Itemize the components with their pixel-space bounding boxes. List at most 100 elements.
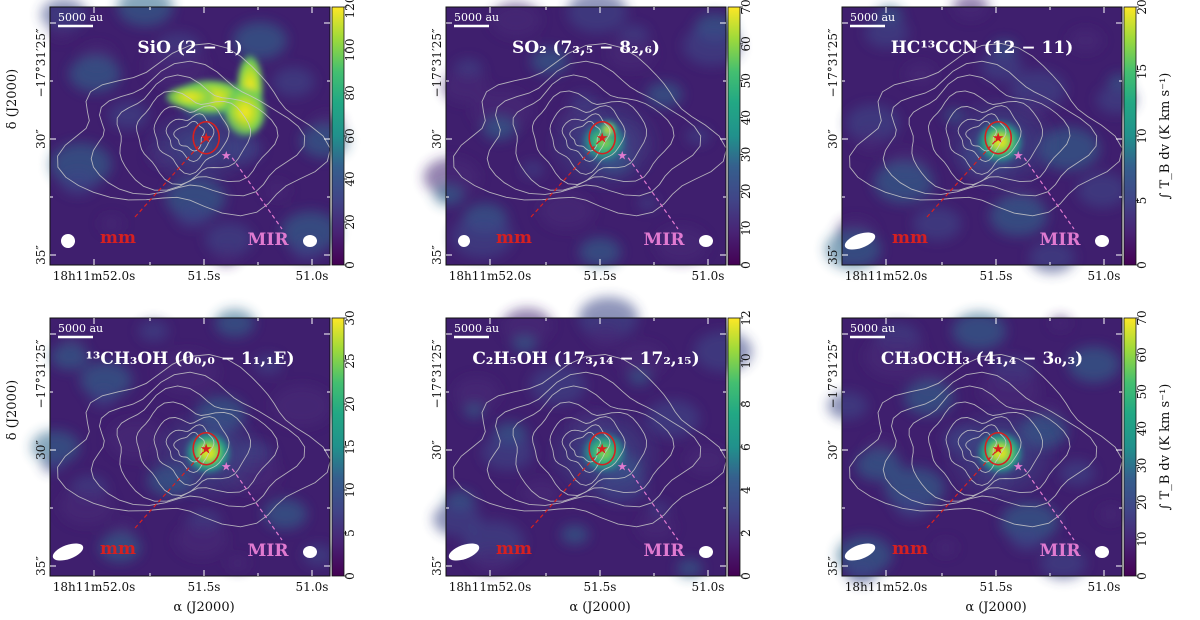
colorbar-tick-label: 25	[343, 353, 357, 368]
colorbar-tick-label: 40	[343, 171, 357, 186]
y-tick-label: 30″	[430, 440, 444, 460]
scalebar-label: 5000 au	[58, 322, 103, 335]
y-axis-title: δ (J2000)	[5, 380, 20, 440]
scalebar-label: 5000 au	[454, 11, 499, 24]
noise-blob	[579, 237, 621, 267]
x-tick-label: 51.5s	[584, 580, 617, 594]
ticks	[50, 7, 330, 265]
mm-label: mm	[496, 539, 532, 559]
y-tick-label: 35″	[430, 245, 444, 265]
y-tick-label: −17°31′25″	[34, 339, 48, 409]
noise-blob	[846, 562, 877, 584]
contour-line	[486, 60, 702, 197]
contour-line	[531, 90, 647, 185]
noise-blob	[41, 457, 64, 473]
noise-blob	[856, 131, 884, 151]
x-tick-label: 51.0s	[692, 580, 725, 594]
mir-pointer-line	[1023, 157, 1075, 230]
panel-3: ★ ★ mm MIR 5000 au HC¹³CCN (12 − 11) 18h11m52.…	[825, 0, 1173, 283]
panel-title: HC¹³CCN (12 − 11)	[891, 38, 1073, 58]
noise-blob	[864, 335, 927, 379]
colorbar-tick-label: 80	[343, 85, 357, 100]
colorbar-tick-label: 120	[343, 0, 357, 18]
plot-frame	[445, 317, 727, 577]
colorbar-tick-label: 6	[739, 443, 753, 451]
x-tick-label: 18h11m52.0s	[845, 580, 928, 594]
y-tick-label: −17°31′25″	[34, 28, 48, 98]
noise-blob	[205, 222, 254, 256]
contours	[453, 354, 727, 528]
x-tick-label: 51.5s	[584, 269, 617, 283]
noise-blob	[628, 369, 651, 386]
mm-star-icon: ★	[992, 442, 1005, 458]
beam-ellipse-right	[303, 235, 317, 247]
colorbar-tick-label: 60	[1135, 347, 1149, 362]
noise-blob	[90, 388, 117, 408]
noise-blob	[59, 487, 114, 526]
mm-pointer-line	[134, 137, 207, 218]
noise-blob	[482, 116, 517, 141]
plot-frame	[445, 6, 727, 266]
noise-blob	[1010, 528, 1043, 552]
x-tick-label: 51.0s	[296, 580, 329, 594]
contour-line	[549, 416, 626, 486]
contour-line	[849, 43, 1123, 217]
y-tick-label: 35″	[826, 245, 840, 265]
noise-blob	[845, 104, 900, 142]
contour-line	[512, 74, 675, 191]
y-tick-label: −17°31′25″	[826, 339, 840, 409]
colorbar-tick-label: 30	[739, 147, 753, 162]
y-tick-label: 35″	[430, 556, 444, 576]
panel-title: SiO (2 − 1)	[137, 38, 242, 58]
contour-line	[165, 113, 215, 162]
noise-blob	[214, 309, 255, 338]
beam-ellipse-right	[1095, 235, 1109, 247]
contour-line	[116, 74, 279, 191]
map-noise	[825, 0, 1137, 274]
mir-pointer-line	[627, 157, 679, 230]
mir-label: MIR	[248, 541, 290, 561]
x-tick-label: 51.0s	[1088, 269, 1121, 283]
mm-source-ellipse	[192, 120, 220, 155]
y-tick-label: 30″	[34, 440, 48, 460]
noise-blob	[423, 157, 480, 197]
y-tick-label: 30″	[826, 440, 840, 460]
contour-line	[57, 43, 331, 217]
mm-star-icon: ★	[200, 131, 213, 147]
contour-line	[549, 105, 626, 175]
noise-blob	[980, 369, 1040, 412]
contour-line	[957, 424, 1007, 473]
colorbar-tick-label: 10	[1135, 532, 1149, 547]
ticks	[842, 318, 1122, 576]
noise-blob	[560, 524, 589, 545]
colorbar-tick-label: 70	[1135, 310, 1149, 325]
noise-blob	[433, 184, 464, 206]
mm-star-icon: ★	[596, 442, 609, 458]
emission-core	[976, 430, 1025, 475]
beam-ellipse-left	[52, 543, 84, 561]
mm-star-icon: ★	[596, 131, 609, 147]
ticks	[446, 7, 726, 265]
noise-blob	[676, 559, 703, 578]
contour-line	[90, 60, 306, 197]
y-tick-label: −17°31′25″	[430, 28, 444, 98]
mir-label: MIR	[248, 230, 290, 250]
beam-ellipse-right	[1095, 546, 1109, 558]
mm-source-ellipse	[984, 120, 1013, 155]
emission-core	[184, 430, 233, 475]
contours	[849, 43, 1123, 217]
colorbar-tick-label: 40	[739, 110, 753, 125]
mm-label: mm	[100, 539, 136, 559]
x-tick-label: 51.0s	[1088, 580, 1121, 594]
contour-line	[561, 424, 611, 473]
colorbar-tick-label: 15	[343, 439, 357, 454]
noise-blob	[980, 51, 1023, 82]
colorbar-title: ∫ T_B dv (K km s⁻¹)	[1158, 384, 1173, 511]
contour-line	[57, 354, 331, 528]
contour-line	[135, 90, 251, 185]
mir-star-icon: ★	[617, 460, 628, 474]
noise-blob	[62, 331, 83, 346]
plot-frame	[49, 6, 331, 266]
beam-ellipse-right	[303, 546, 317, 558]
